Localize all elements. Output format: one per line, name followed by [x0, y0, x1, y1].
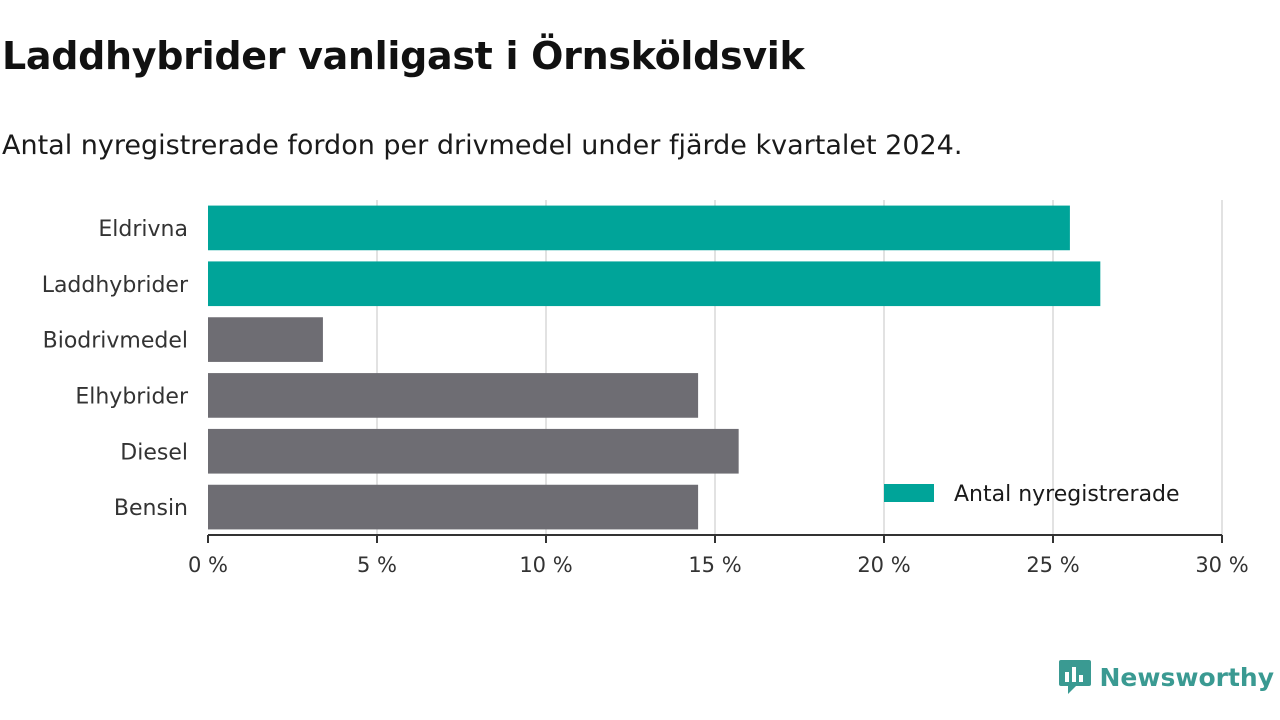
x-tick-label: 10 % [519, 553, 572, 577]
legend-swatch [884, 484, 934, 502]
x-tick-label: 20 % [857, 553, 910, 577]
bar-bensin [208, 484, 699, 530]
x-tick-label: 25 % [1026, 553, 1079, 577]
bar-diesel [208, 428, 739, 474]
brand-logo: Newsworthy [1058, 658, 1275, 696]
category-label: Elhybrider [75, 384, 189, 409]
category-label: Diesel [120, 440, 188, 465]
x-tick-label: 30 % [1195, 553, 1248, 577]
x-tick-label: 15 % [688, 553, 741, 577]
category-label: Laddhybrider [42, 273, 189, 298]
bar-laddhybrider [208, 261, 1101, 307]
newsworthy-logo-icon [1058, 660, 1091, 694]
brand-name: Newsworthy [1099, 662, 1275, 692]
chart-title: Laddhybrider vanligast i Örnsköldsvik [2, 34, 805, 78]
x-tick-label: 5 % [357, 553, 397, 577]
category-label: Bensin [114, 496, 188, 521]
x-tick-label: 0 % [188, 553, 228, 577]
bar-elhybrider [208, 373, 699, 418]
bar-biodrivmedel [208, 317, 323, 362]
category-label: Eldrivna [98, 217, 188, 242]
category-label: Biodrivmedel [43, 329, 188, 354]
bar-eldrivna [208, 205, 1070, 251]
legend-label: Antal nyregistrerade [954, 482, 1180, 507]
chart-subtitle: Antal nyregistrerade fordon per drivmede… [2, 130, 963, 161]
